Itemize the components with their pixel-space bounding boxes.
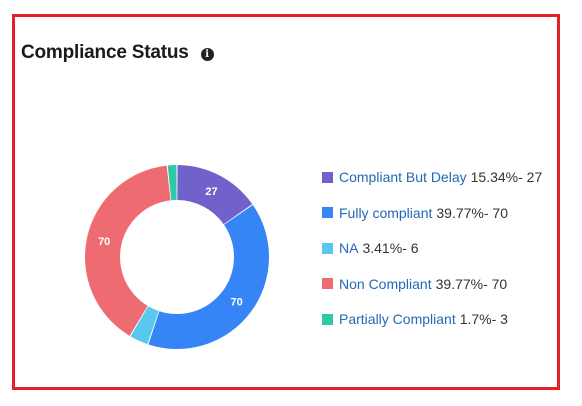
legend-swatch bbox=[322, 207, 333, 218]
legend-value: 15.34%- 27 bbox=[470, 169, 543, 185]
slice-data-label: 70 bbox=[231, 297, 243, 309]
legend-item[interactable]: NA 3.41%- 6 bbox=[322, 238, 542, 258]
legend-item[interactable]: Compliant But Delay 15.34%- 27 bbox=[322, 167, 542, 187]
info-icon[interactable]: i bbox=[200, 48, 214, 61]
chart-legend: Compliant But Delay 15.34%- 27 Fully compl… bbox=[322, 167, 542, 345]
legend-item[interactable]: Non Compliant 39.77%- 70 bbox=[322, 274, 542, 294]
legend-item[interactable]: Fully compliant 39.77%- 70 bbox=[322, 203, 542, 223]
legend-label: Compliant But Delay bbox=[339, 169, 467, 185]
donut-slice-fully-compliant[interactable] bbox=[148, 204, 269, 349]
slice-data-label: 27 bbox=[205, 186, 217, 198]
legend-swatch bbox=[322, 242, 333, 254]
donut-slice-non-compliant[interactable] bbox=[85, 165, 171, 336]
legend-label: Fully compliant bbox=[339, 204, 433, 221]
card-title: Compliance Status bbox=[21, 42, 189, 63]
donut-slice-partially-compliant[interactable] bbox=[167, 165, 177, 201]
legend-label: Partially Compliant bbox=[339, 311, 456, 327]
legend-value: 1.7%- 3 bbox=[459, 311, 508, 327]
legend-value: 3.41%- 6 bbox=[362, 240, 419, 256]
compliance-status-card: Compliance Status i 27 70 70 Compliant But… bbox=[12, 14, 560, 390]
legend-swatch bbox=[322, 278, 333, 289]
slice-data-label: 70 bbox=[98, 236, 110, 248]
legend-value: 39.77%- 70 bbox=[436, 204, 508, 221]
legend-swatch bbox=[322, 171, 333, 183]
legend-label: NA bbox=[339, 240, 359, 256]
legend-swatch bbox=[322, 313, 333, 325]
donut-slice-na[interactable] bbox=[130, 306, 159, 345]
donut-slice-compliant-but-delay[interactable] bbox=[177, 165, 253, 225]
legend-value: 39.77%- 70 bbox=[435, 275, 508, 292]
legend-item[interactable]: Partially Compliant 1.7%- 3 bbox=[322, 309, 542, 329]
legend-label: Non Compliant bbox=[339, 275, 432, 292]
donut-chart: 27 70 70 bbox=[85, 165, 269, 349]
card-header: Compliance Status i bbox=[21, 42, 214, 64]
